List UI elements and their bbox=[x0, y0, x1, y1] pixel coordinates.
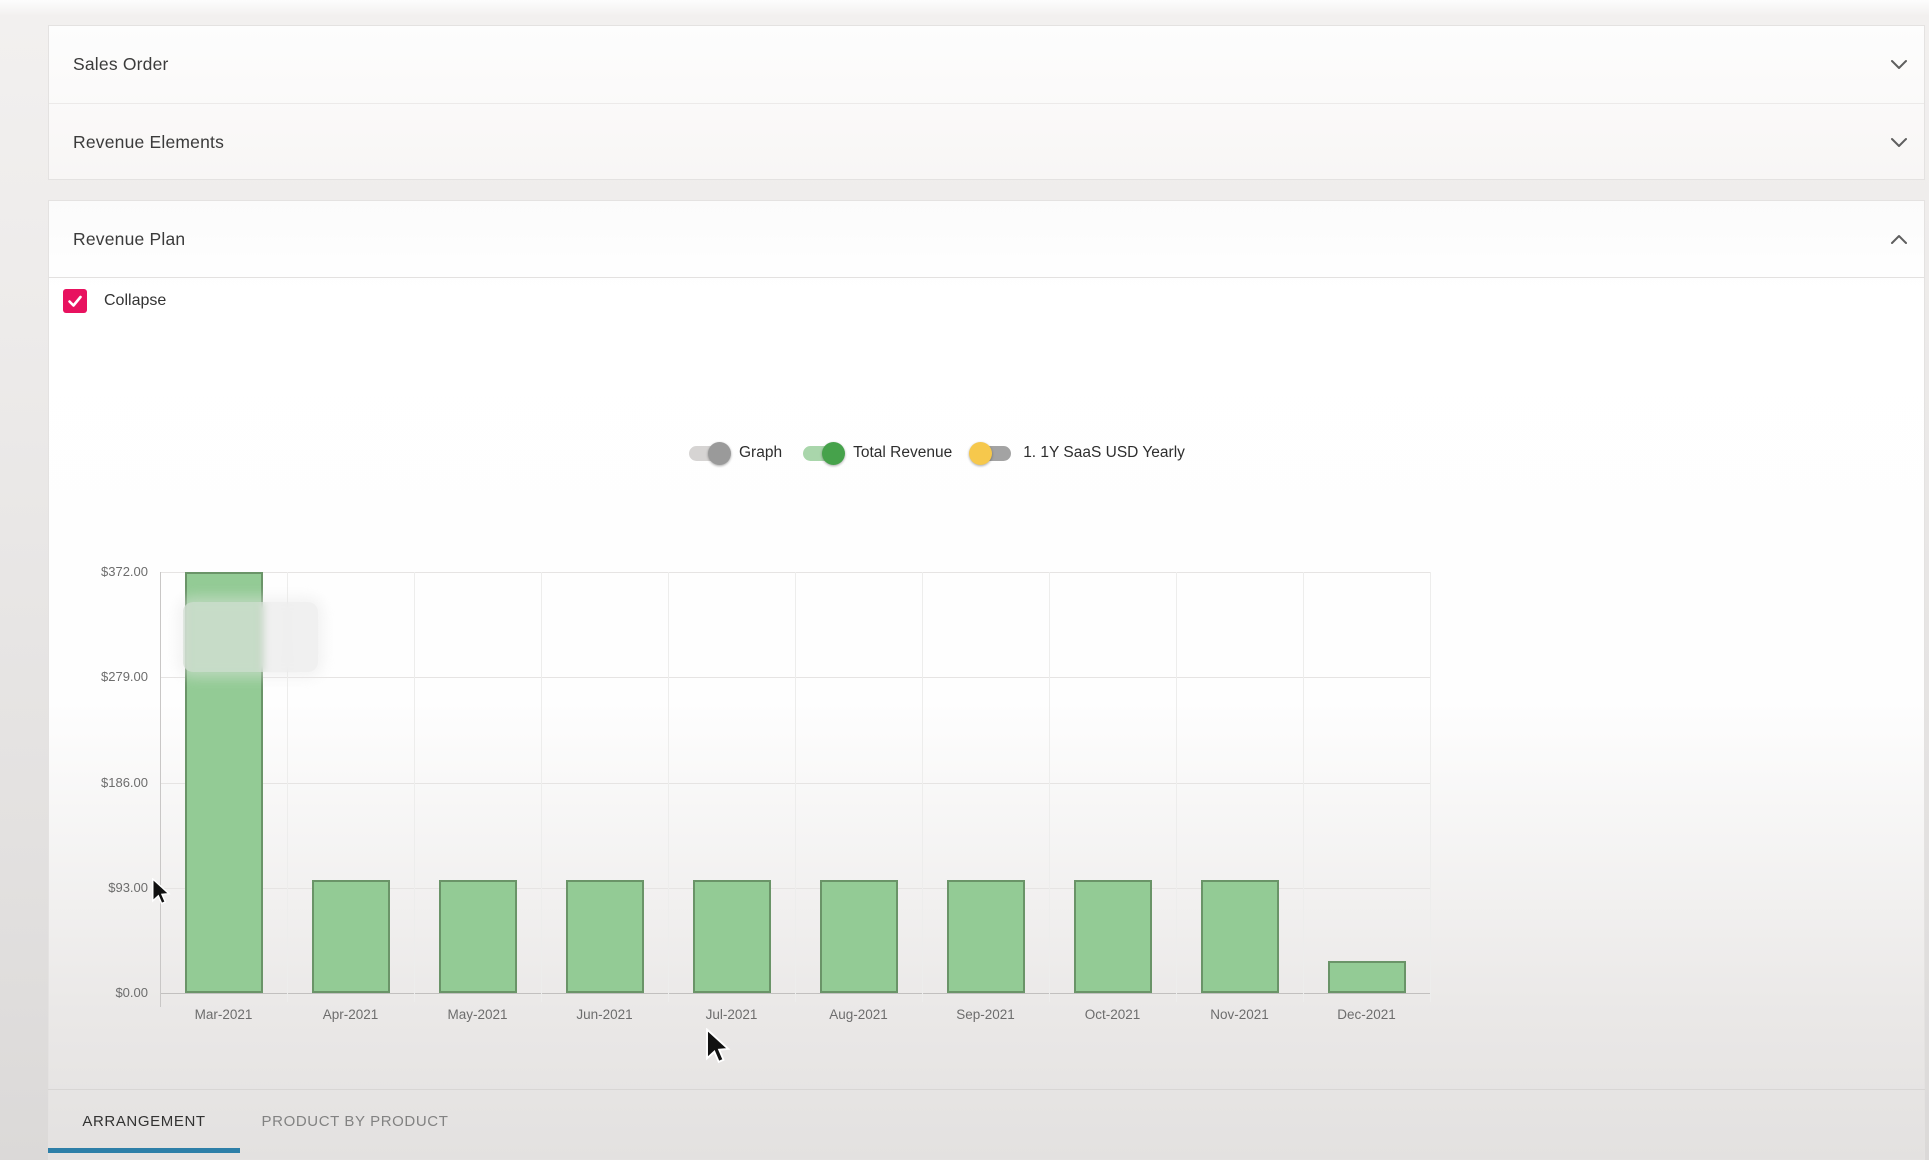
bar-May-2021[interactable] bbox=[438, 879, 517, 993]
toggle-knob bbox=[969, 441, 993, 465]
revenue-plan-title: Revenue Plan bbox=[73, 228, 186, 249]
bar-Apr-2021[interactable] bbox=[311, 879, 390, 993]
tab-arrangement-label: ARRANGEMENT bbox=[82, 1113, 206, 1130]
bar-Jun-2021[interactable] bbox=[565, 879, 644, 993]
chart-legend: Graph Total Revenue 1. 1Y SaaS USD Yearly bbox=[689, 441, 1185, 465]
collapse-checkbox-label: Collapse bbox=[104, 292, 167, 309]
collapse-checkbox[interactable] bbox=[63, 289, 87, 313]
toggle-knob bbox=[708, 441, 731, 465]
revenue-elements-title: Revenue Elements bbox=[73, 132, 225, 152]
legend-label-graph: Graph bbox=[739, 444, 783, 461]
bar-Oct-2021[interactable] bbox=[1073, 879, 1152, 993]
bar-Jul-2021[interactable] bbox=[692, 879, 771, 993]
accordion-revenue-elements[interactable]: Revenue Elements bbox=[49, 104, 1924, 181]
legend-item-total-revenue: Total Revenue bbox=[803, 441, 953, 465]
toggle-total-revenue[interactable] bbox=[803, 441, 846, 465]
divider bbox=[49, 103, 1924, 104]
accordion-sales-order[interactable]: Sales Order bbox=[49, 26, 1924, 103]
tab-product-by-product-label: PRODUCT BY PRODUCT bbox=[261, 1113, 449, 1130]
toggle-1-1y-saas-usd-yearly[interactable] bbox=[969, 441, 1012, 465]
tab-arrangement[interactable]: ARRANGEMENT bbox=[48, 1090, 240, 1153]
revenue-plan-header[interactable]: Revenue Plan bbox=[49, 201, 1924, 278]
accordion-group: Sales Order Revenue Elements bbox=[48, 25, 1925, 180]
sales-order-title: Sales Order bbox=[73, 54, 169, 74]
revenue-plan-panel: Revenue Plan Collapse Graph Total Revenue… bbox=[48, 200, 1925, 1160]
legend-label-total-revenue: Total Revenue bbox=[853, 444, 953, 461]
bar-Aug-2021[interactable] bbox=[819, 879, 898, 993]
tab-bar: ARRANGEMENT PRODUCT BY PRODUCT bbox=[48, 1089, 1925, 1153]
toggle-graph[interactable] bbox=[689, 441, 731, 465]
check-icon bbox=[68, 295, 82, 307]
bar-Dec-2021[interactable] bbox=[1327, 961, 1406, 993]
legend-item-graph: Graph bbox=[689, 441, 783, 465]
toggle-knob bbox=[822, 441, 846, 465]
legend-item-1-1y-saas-usd-yearly: 1. 1Y SaaS USD Yearly bbox=[969, 441, 1185, 465]
chevron-up-icon bbox=[1891, 234, 1907, 244]
active-tab-underline bbox=[48, 1148, 240, 1153]
bar-Nov-2021[interactable] bbox=[1200, 879, 1279, 993]
legend-label-1-1y-saas-usd-yearly: 1. 1Y SaaS USD Yearly bbox=[1023, 444, 1185, 461]
chevron-down-icon bbox=[1891, 60, 1907, 69]
chevron-down-icon bbox=[1891, 138, 1907, 147]
bar-Sep-2021[interactable] bbox=[946, 879, 1025, 993]
collapse-checkbox-row: Collapse bbox=[63, 289, 166, 313]
blurred-tooltip-artifact bbox=[183, 602, 318, 672]
tab-product-by-product[interactable]: PRODUCT BY PRODUCT bbox=[240, 1090, 470, 1153]
